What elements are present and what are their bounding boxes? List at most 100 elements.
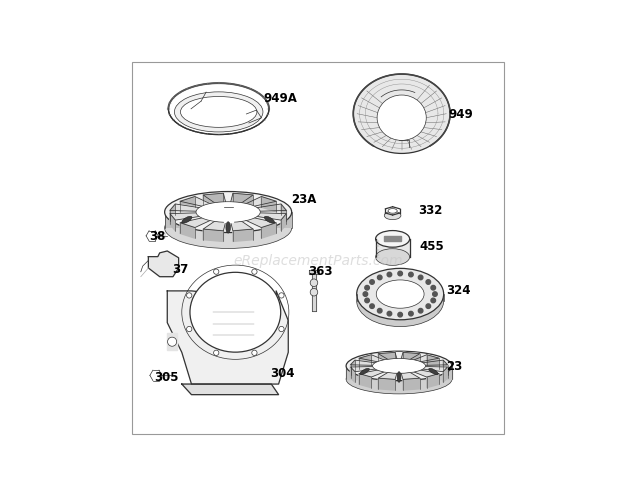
Ellipse shape: [346, 351, 452, 381]
Circle shape: [213, 350, 219, 355]
Polygon shape: [180, 196, 211, 206]
Circle shape: [418, 275, 423, 280]
Polygon shape: [170, 213, 201, 220]
Polygon shape: [378, 353, 395, 364]
Polygon shape: [403, 378, 420, 390]
Ellipse shape: [190, 273, 281, 352]
Polygon shape: [233, 193, 253, 206]
Polygon shape: [378, 372, 397, 380]
Circle shape: [431, 285, 435, 290]
Ellipse shape: [353, 74, 450, 154]
Polygon shape: [422, 366, 448, 372]
Circle shape: [365, 298, 370, 303]
Ellipse shape: [165, 207, 291, 248]
Polygon shape: [359, 355, 371, 369]
Ellipse shape: [196, 202, 260, 222]
Text: 305: 305: [154, 371, 179, 384]
Polygon shape: [443, 367, 448, 382]
Ellipse shape: [384, 211, 401, 219]
Circle shape: [187, 293, 192, 298]
Circle shape: [213, 269, 219, 274]
Text: 324: 324: [446, 284, 471, 297]
Polygon shape: [224, 207, 232, 222]
Polygon shape: [427, 355, 439, 369]
Polygon shape: [312, 274, 316, 311]
Polygon shape: [350, 360, 355, 376]
Ellipse shape: [356, 269, 444, 320]
Polygon shape: [262, 196, 276, 212]
Polygon shape: [262, 223, 276, 238]
Polygon shape: [182, 384, 278, 395]
Circle shape: [426, 304, 430, 308]
Circle shape: [279, 327, 284, 332]
Polygon shape: [233, 229, 253, 242]
Polygon shape: [170, 214, 175, 231]
Circle shape: [378, 308, 382, 313]
Polygon shape: [246, 196, 276, 206]
Polygon shape: [350, 360, 376, 365]
Circle shape: [387, 311, 392, 316]
Ellipse shape: [397, 372, 401, 382]
Ellipse shape: [377, 95, 427, 140]
FancyBboxPatch shape: [165, 212, 291, 228]
Text: 949: 949: [448, 108, 473, 120]
Ellipse shape: [376, 249, 410, 265]
Circle shape: [279, 293, 284, 298]
Circle shape: [398, 312, 402, 317]
Circle shape: [363, 292, 368, 297]
Polygon shape: [170, 204, 175, 221]
Circle shape: [365, 285, 370, 290]
Text: 455: 455: [420, 240, 445, 253]
Ellipse shape: [376, 231, 410, 247]
Polygon shape: [231, 193, 253, 203]
Polygon shape: [401, 372, 420, 380]
Text: 949A: 949A: [263, 92, 297, 106]
Circle shape: [167, 337, 177, 346]
Polygon shape: [203, 229, 223, 242]
Text: 38: 38: [149, 230, 166, 244]
Polygon shape: [414, 355, 439, 362]
Circle shape: [409, 311, 413, 316]
Polygon shape: [376, 239, 410, 257]
Polygon shape: [180, 218, 211, 227]
Polygon shape: [231, 221, 253, 231]
Polygon shape: [378, 378, 395, 390]
Polygon shape: [167, 333, 177, 350]
Text: 363: 363: [308, 265, 333, 278]
Ellipse shape: [180, 97, 257, 127]
Polygon shape: [203, 193, 226, 203]
Polygon shape: [403, 353, 420, 364]
Polygon shape: [246, 218, 276, 227]
Circle shape: [387, 272, 392, 277]
Circle shape: [398, 271, 402, 276]
Circle shape: [426, 280, 430, 284]
Circle shape: [310, 279, 317, 287]
Polygon shape: [422, 360, 448, 365]
Circle shape: [310, 288, 317, 296]
Polygon shape: [359, 374, 371, 388]
Polygon shape: [170, 204, 201, 211]
Circle shape: [370, 304, 374, 308]
Polygon shape: [443, 360, 448, 376]
Polygon shape: [350, 367, 355, 382]
Polygon shape: [148, 251, 179, 277]
Ellipse shape: [360, 368, 370, 375]
Ellipse shape: [226, 222, 231, 233]
Circle shape: [187, 327, 192, 332]
Polygon shape: [255, 204, 286, 211]
Ellipse shape: [356, 275, 444, 327]
Circle shape: [252, 350, 257, 355]
Circle shape: [418, 308, 423, 313]
Polygon shape: [378, 353, 397, 359]
Ellipse shape: [165, 191, 291, 233]
Text: 304: 304: [270, 367, 295, 380]
Polygon shape: [255, 213, 286, 220]
Ellipse shape: [429, 368, 438, 375]
Circle shape: [370, 280, 374, 284]
Circle shape: [409, 272, 413, 277]
Polygon shape: [180, 196, 195, 212]
Text: 332: 332: [418, 204, 442, 217]
Polygon shape: [281, 214, 286, 231]
Ellipse shape: [376, 280, 424, 308]
Polygon shape: [427, 374, 439, 388]
